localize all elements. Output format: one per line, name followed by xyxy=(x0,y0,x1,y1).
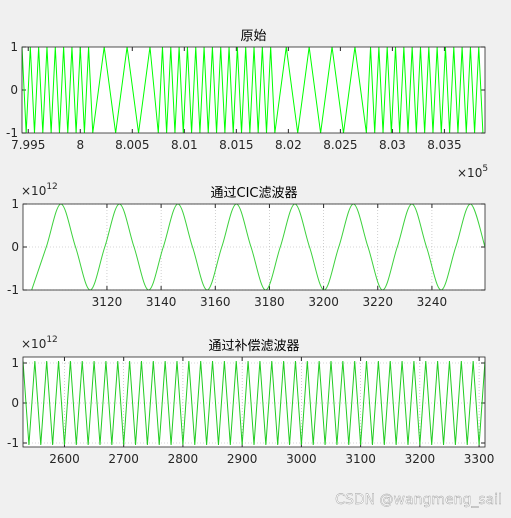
x-tick-label: 2800 xyxy=(168,452,199,466)
y-tick-label: 1 xyxy=(11,356,19,370)
x-tick-label: 3160 xyxy=(200,295,231,309)
y-exponent-power: 12 xyxy=(46,182,57,192)
signal-line xyxy=(31,204,485,290)
axes-box xyxy=(21,46,486,134)
x-tick-label: 2900 xyxy=(227,452,258,466)
y-exponent-base: ×10 xyxy=(21,337,46,351)
x-tick-label: 7.995 xyxy=(11,138,45,152)
signal-line xyxy=(23,360,485,446)
y-tick-label: 1 xyxy=(10,40,18,54)
y-tick-label: -1 xyxy=(6,126,18,140)
x-tick-label: 8.005 xyxy=(115,138,149,152)
y-exponent-power: 12 xyxy=(46,335,57,345)
axes-box xyxy=(22,203,486,291)
x-tick-label: 3000 xyxy=(286,452,317,466)
x-tick-label: 8.02 xyxy=(275,138,302,152)
signal-line xyxy=(22,47,484,133)
y-exponent: ×1012 xyxy=(21,182,58,198)
x-tick-label: 3200 xyxy=(405,452,436,466)
y-tick-label: 0 xyxy=(11,396,19,410)
x-tick-label: 8 xyxy=(76,138,84,152)
x-tick-label: 3180 xyxy=(254,295,285,309)
x-exponent-base: ×10 xyxy=(457,166,482,180)
x-exponent: ×105 xyxy=(457,164,488,180)
x-tick-label: 3140 xyxy=(146,295,177,309)
y-tick-label: 0 xyxy=(10,83,18,97)
x-tick-label: 3120 xyxy=(92,295,123,309)
y-exponent-base: ×10 xyxy=(21,184,46,198)
watermark: CSDN @wangmeng_sail xyxy=(335,492,502,508)
y-tick-label: -1 xyxy=(7,283,19,297)
y-tick-label: 1 xyxy=(11,197,19,211)
axes-background xyxy=(23,357,485,447)
x-tick-label: 8.01 xyxy=(171,138,198,152)
chart-title: 通过补偿滤波器 xyxy=(208,339,299,354)
chart-title: 通过CIC滤波器 xyxy=(211,186,298,201)
y-tick-label: 0 xyxy=(11,240,19,254)
y-exponent: ×1012 xyxy=(21,335,58,351)
x-tick-label: 3100 xyxy=(345,452,376,466)
x-tick-label: 2600 xyxy=(49,452,80,466)
y-tick-label: -1 xyxy=(7,436,19,450)
x-tick-label: 8.025 xyxy=(323,138,357,152)
x-tick-label: 3200 xyxy=(308,295,339,309)
x-tick-label: 8.035 xyxy=(427,138,461,152)
x-tick-label: 3220 xyxy=(362,295,393,309)
x-tick-label: 8.015 xyxy=(219,138,253,152)
x-tick-label: 2700 xyxy=(108,452,139,466)
chart-title: 原始 xyxy=(240,29,266,44)
x-exponent-power: 5 xyxy=(482,164,488,174)
x-tick-label: 3300 xyxy=(464,452,495,466)
x-tick-label: 8.03 xyxy=(379,138,406,152)
axes-box xyxy=(22,356,486,448)
x-tick-label: 3240 xyxy=(417,295,448,309)
